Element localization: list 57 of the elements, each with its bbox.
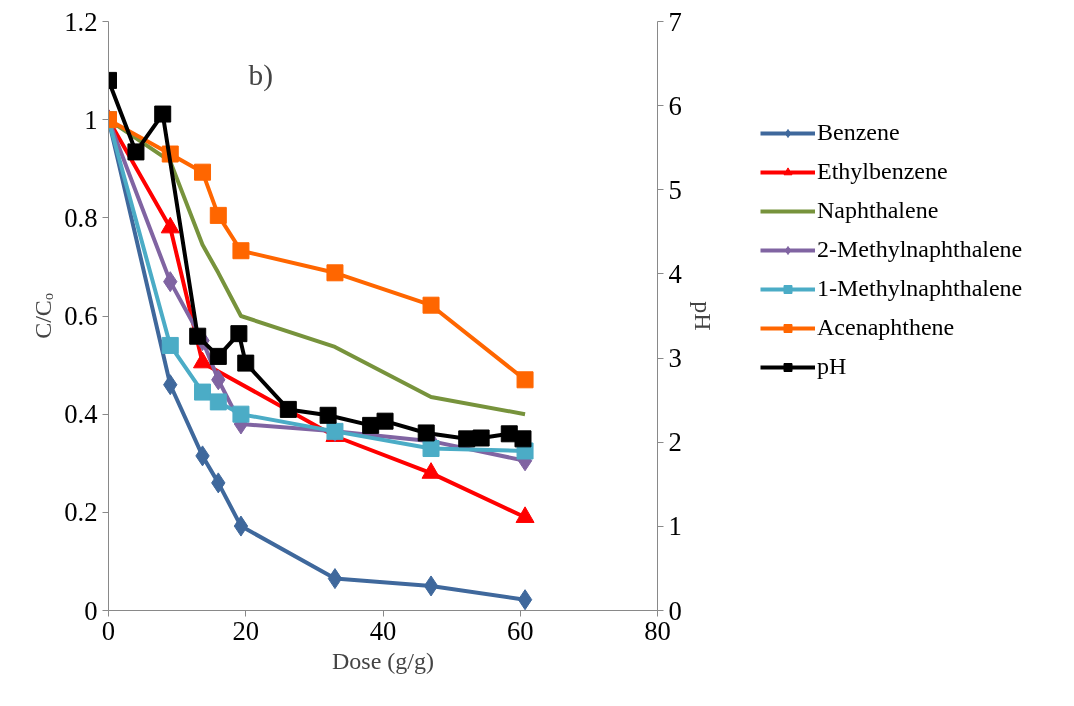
point <box>232 405 250 423</box>
point <box>237 354 255 372</box>
point <box>154 105 172 123</box>
point <box>209 206 227 224</box>
y-tick-label: 0.2 <box>64 497 98 528</box>
point <box>417 424 435 442</box>
point <box>472 429 490 447</box>
point <box>422 440 440 458</box>
x-tick-label: 40 <box>369 615 397 646</box>
y2-tick-label: 5 <box>668 174 682 205</box>
point <box>232 242 250 260</box>
y2-tick-label: 2 <box>668 427 682 458</box>
x-tick-label: 20 <box>232 615 260 646</box>
x-tick-label: 80 <box>644 615 671 646</box>
point <box>327 568 343 590</box>
point <box>209 393 227 411</box>
y-tick-label: 0.4 <box>64 399 98 430</box>
point <box>161 336 179 354</box>
legend-label: pH <box>817 353 847 380</box>
legend-label: Ethylbenzene <box>817 158 948 185</box>
legend-label: Acenaphthene <box>817 314 955 341</box>
point <box>376 412 394 430</box>
y2-axis-title: pH <box>689 301 716 331</box>
point <box>517 589 533 611</box>
point <box>233 515 249 537</box>
legend-label: Benzene <box>817 119 900 146</box>
y2-tick-label: 7 <box>668 6 682 37</box>
point <box>423 575 439 597</box>
point <box>194 383 212 401</box>
x-axis-title: Dose (g/g) <box>332 647 434 674</box>
point <box>230 325 248 343</box>
y2-tick-label: 4 <box>668 258 682 289</box>
x-tick-label: 60 <box>506 615 534 646</box>
y2-tick-label: 3 <box>668 343 682 374</box>
y-axis-title: C/Cₒ <box>30 293 57 339</box>
y2-tick-label: 1 <box>668 511 682 542</box>
y2-tick-label: 6 <box>668 90 682 121</box>
y-tick-label: 1 <box>84 104 98 135</box>
y-tick-label: 0 <box>84 595 98 626</box>
point <box>514 430 532 448</box>
legend-label: Naphthalene <box>817 197 939 224</box>
y-tick-label: 0.6 <box>64 301 98 331</box>
point <box>516 371 534 389</box>
y2-tick-label: 0 <box>668 595 682 626</box>
annotation: b) <box>248 58 273 92</box>
point <box>209 347 227 365</box>
y-tick-label: 0.8 <box>64 202 98 233</box>
point <box>319 406 337 424</box>
legend-label: 2-Methylnaphthalene <box>817 236 1023 263</box>
point <box>326 264 344 282</box>
point <box>194 163 212 181</box>
legend-label: 1-Methylnaphthalene <box>817 275 1023 302</box>
point <box>189 327 207 345</box>
point <box>279 400 297 418</box>
y-tick-label: 1.2 <box>64 6 98 37</box>
point <box>422 296 440 314</box>
point <box>127 143 145 161</box>
